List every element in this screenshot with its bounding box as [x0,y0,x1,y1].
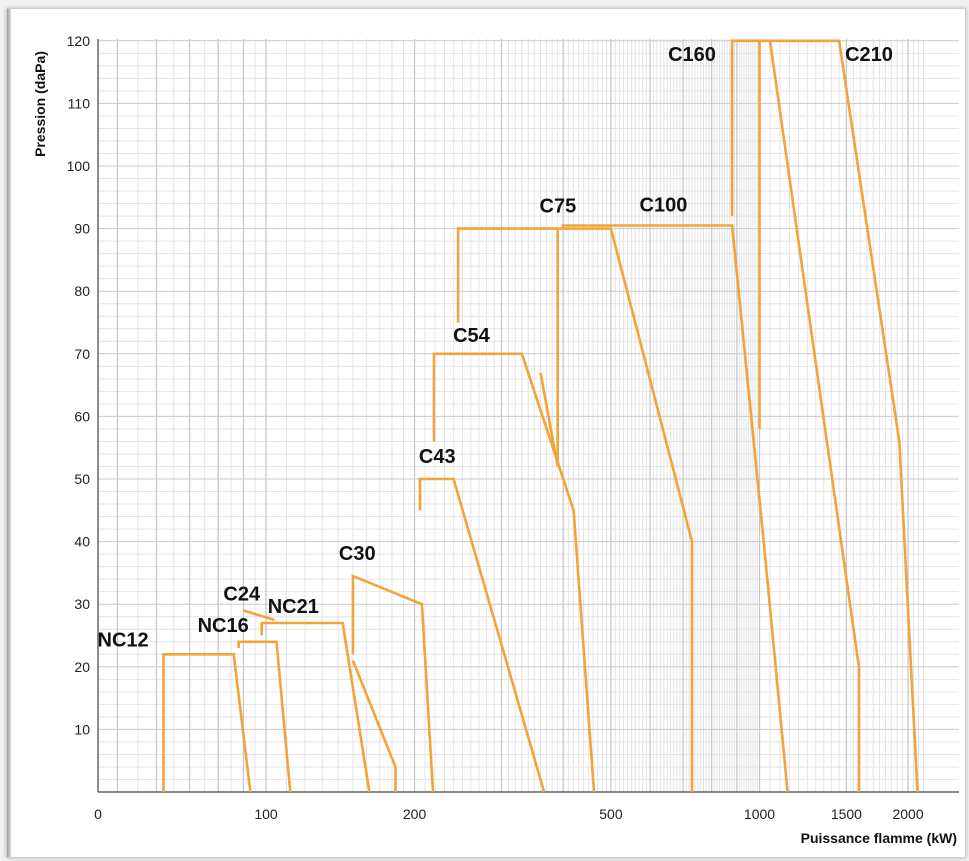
y-tick-label: 10 [74,721,90,737]
curve-nc16 [237,640,292,793]
curve-label-nc16: NC16 [198,615,249,637]
curve-label-nc12: NC12 [98,629,149,651]
y-tick-label: 80 [74,283,90,299]
y-tick-label: 30 [74,596,90,612]
pressure-power-chart: 10 20 30 40 50 60 70 80 90 100 110 120 0 100 200 500 10… [32,33,959,846]
y-tick-labels: 10 20 30 40 50 60 70 80 90 100 110 120 [67,33,91,738]
curve-c30 [351,574,435,793]
x-tick-label: 500 [599,806,623,822]
grid-minor [98,39,959,792]
y-axis-label: Pression (daPa) [32,51,48,157]
curve-labels: NC12 NC16 C24 NC21 C30 C43 C54 C75 C100 C160 C210 [98,44,893,651]
y-tick-label: 90 [74,221,90,237]
y-tick-label: 40 [74,534,90,550]
curve-label-c24: C24 [223,584,261,606]
curve-nc12 [162,652,252,793]
curve-c43 [418,477,546,793]
curve-label-c160: C160 [668,44,716,66]
curve-c24 [243,609,275,622]
chart-frame: 10 20 30 40 50 60 70 80 90 100 110 120 0 100 200 500 10… [6,8,966,858]
y-tick-label: 20 [74,659,90,675]
x-tick-label: 1500 [831,806,862,822]
y-tick-label: 70 [74,346,90,362]
curve-label-c100: C100 [640,195,688,217]
x-tick-label: 100 [254,806,278,822]
curve-label-c30: C30 [339,543,376,565]
x-tick-label: 200 [403,806,427,822]
curve-label-c43: C43 [419,446,456,468]
curve-c54 [432,352,596,793]
grid-major [98,39,959,792]
x-axis-label: Puissance flamme (kW) [801,830,957,846]
curve-nc21 [260,621,371,793]
curve-label-nc21: NC21 [268,596,319,618]
axes [97,39,959,793]
curve-c54-branch [539,372,559,467]
x-tick-label: 1000 [744,806,775,822]
curve-label-c210: C210 [845,44,893,66]
curve-c30-branch [351,660,397,792]
y-tick-label: 120 [67,33,91,49]
y-tick-label: 60 [74,408,90,424]
curve-c210 [770,39,919,793]
x-tick-labels: 0 100 200 500 1000 1500 2000 [94,806,924,822]
curve-label-c54: C54 [453,325,491,347]
curve-label-c75: C75 [540,196,577,218]
y-tick-label: 50 [74,471,90,487]
curve-c100 [561,224,789,793]
curve-c75 [456,227,694,792]
y-tick-label: 110 [68,95,91,111]
x-tick-label: 0 [94,806,102,822]
burner-curves [162,39,919,793]
x-tick-label: 2000 [892,806,923,822]
y-tick-label: 100 [67,158,91,174]
